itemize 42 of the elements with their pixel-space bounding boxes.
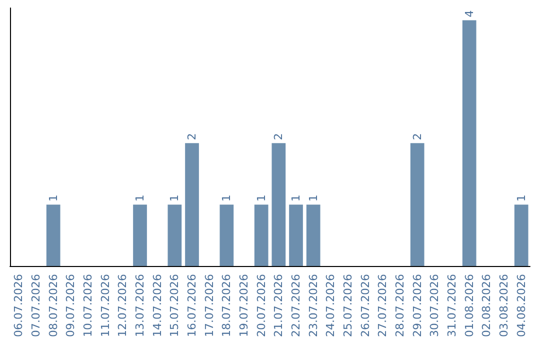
x-tick-label: 10.07.2026 [82,274,94,338]
x-tick-label: 16.07.2026 [186,274,198,338]
x-tick-label: 24.07.2026 [324,274,338,338]
x-tick-label: 29.07.2026 [410,274,424,338]
data-label: 2 [272,133,286,140]
x-tick-label: 27.07.2026 [376,274,390,338]
x-tick-label: 03.08.2026 [498,274,510,338]
x-tick-label: 02.08.2026 [480,274,494,338]
x-tick-label: 09.07.2026 [64,274,78,338]
x-tick-label: 11.07.2026 [98,274,112,338]
data-label: 2 [186,133,198,140]
data-label: 1 [134,194,146,202]
data-label: 1 [46,194,60,202]
data-label: 1 [514,194,528,202]
data-label: 1 [254,194,268,202]
x-tick-label: 23.07.2026 [306,274,320,338]
x-tick-label: 19.07.2026 [238,274,250,338]
x-tick-label: 06.07.2026 [12,274,26,338]
x-tick-label: 07.07.2026 [30,274,42,338]
x-tick-label: 26.07.2026 [358,274,372,338]
x-tick-label: 17.07.2026 [202,274,216,338]
x-tick-label: 20.07.2026 [254,274,268,338]
x-tick-label: 15.07.2026 [168,274,182,338]
x-tick-label: 04.08.2026 [514,274,528,338]
x-tick-label: 01.08.2026 [462,274,476,338]
x-tick-label: 14.07.2026 [150,274,164,338]
x-tick-label: 25.07.2026 [342,274,354,338]
x-tick-label: 18.07.2026 [220,274,234,338]
x-tick-label: 22.07.2026 [290,274,302,338]
x-tick-label: 31.07.2026 [446,274,458,338]
data-label: 1 [220,194,234,202]
x-tick-label: 21.07.2026 [272,274,286,338]
data-label: 1 [306,194,320,202]
data-label: 2 [410,133,424,140]
data-label: 1 [290,194,302,202]
x-tick-label: 08.07.2026 [46,274,60,338]
data-label: 4 [462,10,476,18]
x-tick-label: 28.07.2026 [394,274,406,338]
x-tick-label: 13.07.2026 [134,274,146,338]
x-tick-label: 12.07.2026 [116,274,130,338]
data-label: 1 [168,194,182,202]
x-tick-label: 30.07.2026 [428,274,442,338]
